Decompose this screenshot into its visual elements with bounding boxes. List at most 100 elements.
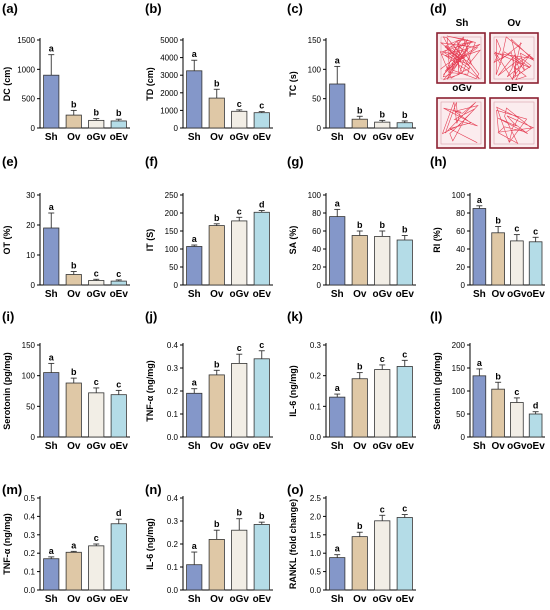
bar-Ov bbox=[208, 225, 225, 286]
significance-label-Ov: b bbox=[71, 261, 77, 271]
maze-track bbox=[493, 36, 535, 81]
bar-Sh bbox=[186, 246, 203, 286]
y-tick-label: 0.5 bbox=[24, 494, 36, 503]
y-tick-label: 500 bbox=[22, 95, 36, 104]
bar-Ov bbox=[208, 539, 225, 591]
category-label-Sh: Sh bbox=[188, 594, 201, 605]
y-tick-label: 0.0 bbox=[310, 586, 322, 595]
bar-oGv bbox=[231, 220, 248, 286]
y-tick-label: 0 bbox=[31, 433, 36, 442]
category-label-oGv: oGv bbox=[373, 594, 393, 605]
category-label-Ov: Ov bbox=[210, 289, 224, 300]
bar-oEv bbox=[396, 122, 413, 129]
y-tick-label: 0 bbox=[317, 124, 322, 133]
y-tick-label: 0.4 bbox=[167, 341, 179, 350]
y-tick-label: 0.1 bbox=[167, 563, 179, 572]
y-tick-label: 0.1 bbox=[310, 402, 322, 411]
y-tick-label: 0.4 bbox=[24, 512, 36, 521]
category-label-oEv: oEv bbox=[396, 132, 415, 143]
significance-label-oGv: c bbox=[94, 533, 99, 543]
y-tick-label: 100 bbox=[22, 372, 36, 381]
y-tick-label: 50 bbox=[456, 410, 465, 419]
bar-Sh bbox=[329, 396, 346, 438]
chart-k: (k) IL-6 (ng/mg) 0.0 0.1 0.2 0.3 a Sh b Ov c oGv c oE… bbox=[287, 309, 416, 452]
category-label-Sh: Sh bbox=[331, 594, 344, 605]
significance-label-Sh: a bbox=[192, 234, 198, 244]
y-tick-label: 0.1 bbox=[24, 568, 36, 577]
bar-Sh bbox=[186, 564, 203, 591]
category-label-oGv: oGv bbox=[87, 441, 107, 452]
bar-Ov bbox=[65, 551, 82, 591]
y-axis-title: IL-6 (ng/mg) bbox=[145, 518, 155, 570]
y-axis-title: OT (%) bbox=[2, 226, 12, 255]
category-label-Sh: Sh bbox=[45, 289, 58, 300]
category-label-oGv: oGv bbox=[507, 441, 527, 452]
panel-letter: (i) bbox=[2, 309, 14, 324]
chart-n: (n) IL-6 (ng/mg) 0.0 0.1 0.2 0.3 0.4 a Sh b Ov b oGv… bbox=[145, 482, 273, 605]
y-tick-label: 0.0 bbox=[167, 433, 179, 442]
significance-label-oGv: c bbox=[237, 343, 242, 353]
y-axis-title: RI (%) bbox=[432, 227, 442, 253]
bar-oEv bbox=[253, 112, 270, 129]
significance-label-Sh: a bbox=[49, 202, 55, 212]
panel-letter: (a) bbox=[2, 1, 18, 16]
y-tick-label: 1000 bbox=[17, 65, 35, 74]
chart-i: (i) Serotonin (pg/mg) 0 50 100 150 a Sh b Ov c oGv c… bbox=[2, 309, 130, 452]
significance-label-Ov: b bbox=[357, 220, 363, 230]
category-label-oGv: oGv bbox=[230, 441, 250, 452]
panel-letter: (l) bbox=[430, 309, 442, 324]
significance-label-oGv: c bbox=[380, 504, 385, 514]
bar-oGv bbox=[374, 520, 391, 591]
category-label-Ov: Ov bbox=[491, 441, 505, 452]
bar-Ov bbox=[65, 114, 82, 129]
category-label-oEv: oEv bbox=[253, 132, 272, 143]
maze-arena bbox=[436, 32, 486, 84]
bar-oGv bbox=[510, 402, 524, 438]
significance-label-oEv: d bbox=[259, 199, 265, 209]
y-tick-label: 30 bbox=[26, 191, 35, 200]
category-label-oGv: oGv bbox=[230, 289, 250, 300]
y-tick-label: 150 bbox=[452, 364, 466, 373]
panel-letter: (k) bbox=[287, 309, 303, 324]
category-label-oEv: oEv bbox=[396, 441, 415, 452]
y-tick-label: 150 bbox=[22, 341, 36, 350]
y-tick-label: 0 bbox=[174, 281, 179, 290]
bar-Sh bbox=[329, 557, 346, 591]
panel-letter: (b) bbox=[145, 1, 162, 16]
bar-Sh bbox=[472, 375, 487, 438]
significance-label-oGv: c bbox=[94, 268, 99, 278]
y-tick-label: 150 bbox=[308, 36, 322, 45]
chart-l: (l) Serotonin (pg/mg) 0 50 100 150 200 a Sh b Ov c o… bbox=[430, 309, 545, 452]
bar-Sh bbox=[43, 372, 60, 438]
chart-f: (f) IT (S) 0 50 100 150 200 250 a Sh b Ov c oGv d oEv bbox=[145, 154, 273, 300]
bar-oEv bbox=[396, 239, 413, 286]
y-axis-title: DC (cm) bbox=[2, 67, 12, 102]
y-tick-label: 80 bbox=[456, 209, 465, 218]
category-label-oEv: oEv bbox=[253, 289, 272, 300]
chart-c: (c) TC (s) 0 50 100 150 a Sh b Ov b oGv b oEv bbox=[287, 1, 416, 143]
significance-label-Ov: b bbox=[71, 367, 77, 377]
bar-oGv bbox=[88, 119, 105, 129]
y-tick-label: 200 bbox=[452, 341, 466, 350]
bar-Ov bbox=[491, 232, 505, 286]
category-label-oGv: oGv bbox=[507, 289, 527, 300]
category-label-oGv: oGv bbox=[373, 289, 393, 300]
category-label-Ov: Ov bbox=[67, 132, 81, 143]
significance-label-oGv: b bbox=[380, 220, 386, 230]
significance-label-oGv: b bbox=[237, 508, 243, 518]
panel-letter: (f) bbox=[145, 154, 158, 169]
bar-oEv bbox=[110, 394, 127, 438]
y-tick-label: 0.2 bbox=[24, 549, 36, 558]
maze-inner-border bbox=[440, 36, 482, 80]
panel-letter: (e) bbox=[2, 154, 18, 169]
bar-oGv bbox=[231, 110, 248, 129]
y-axis-title: RANKL (fold change) bbox=[288, 499, 298, 589]
significance-label-Ov: b bbox=[357, 521, 363, 531]
bar-Ov bbox=[351, 536, 368, 591]
bar-Ov bbox=[65, 274, 82, 286]
maze-box-Sh: Sh bbox=[436, 18, 486, 84]
significance-label-Sh: a bbox=[49, 546, 55, 556]
significance-label-Ov: b bbox=[495, 371, 501, 381]
y-axis-title: TC (s) bbox=[288, 71, 298, 97]
panel-letter: (h) bbox=[430, 154, 447, 169]
